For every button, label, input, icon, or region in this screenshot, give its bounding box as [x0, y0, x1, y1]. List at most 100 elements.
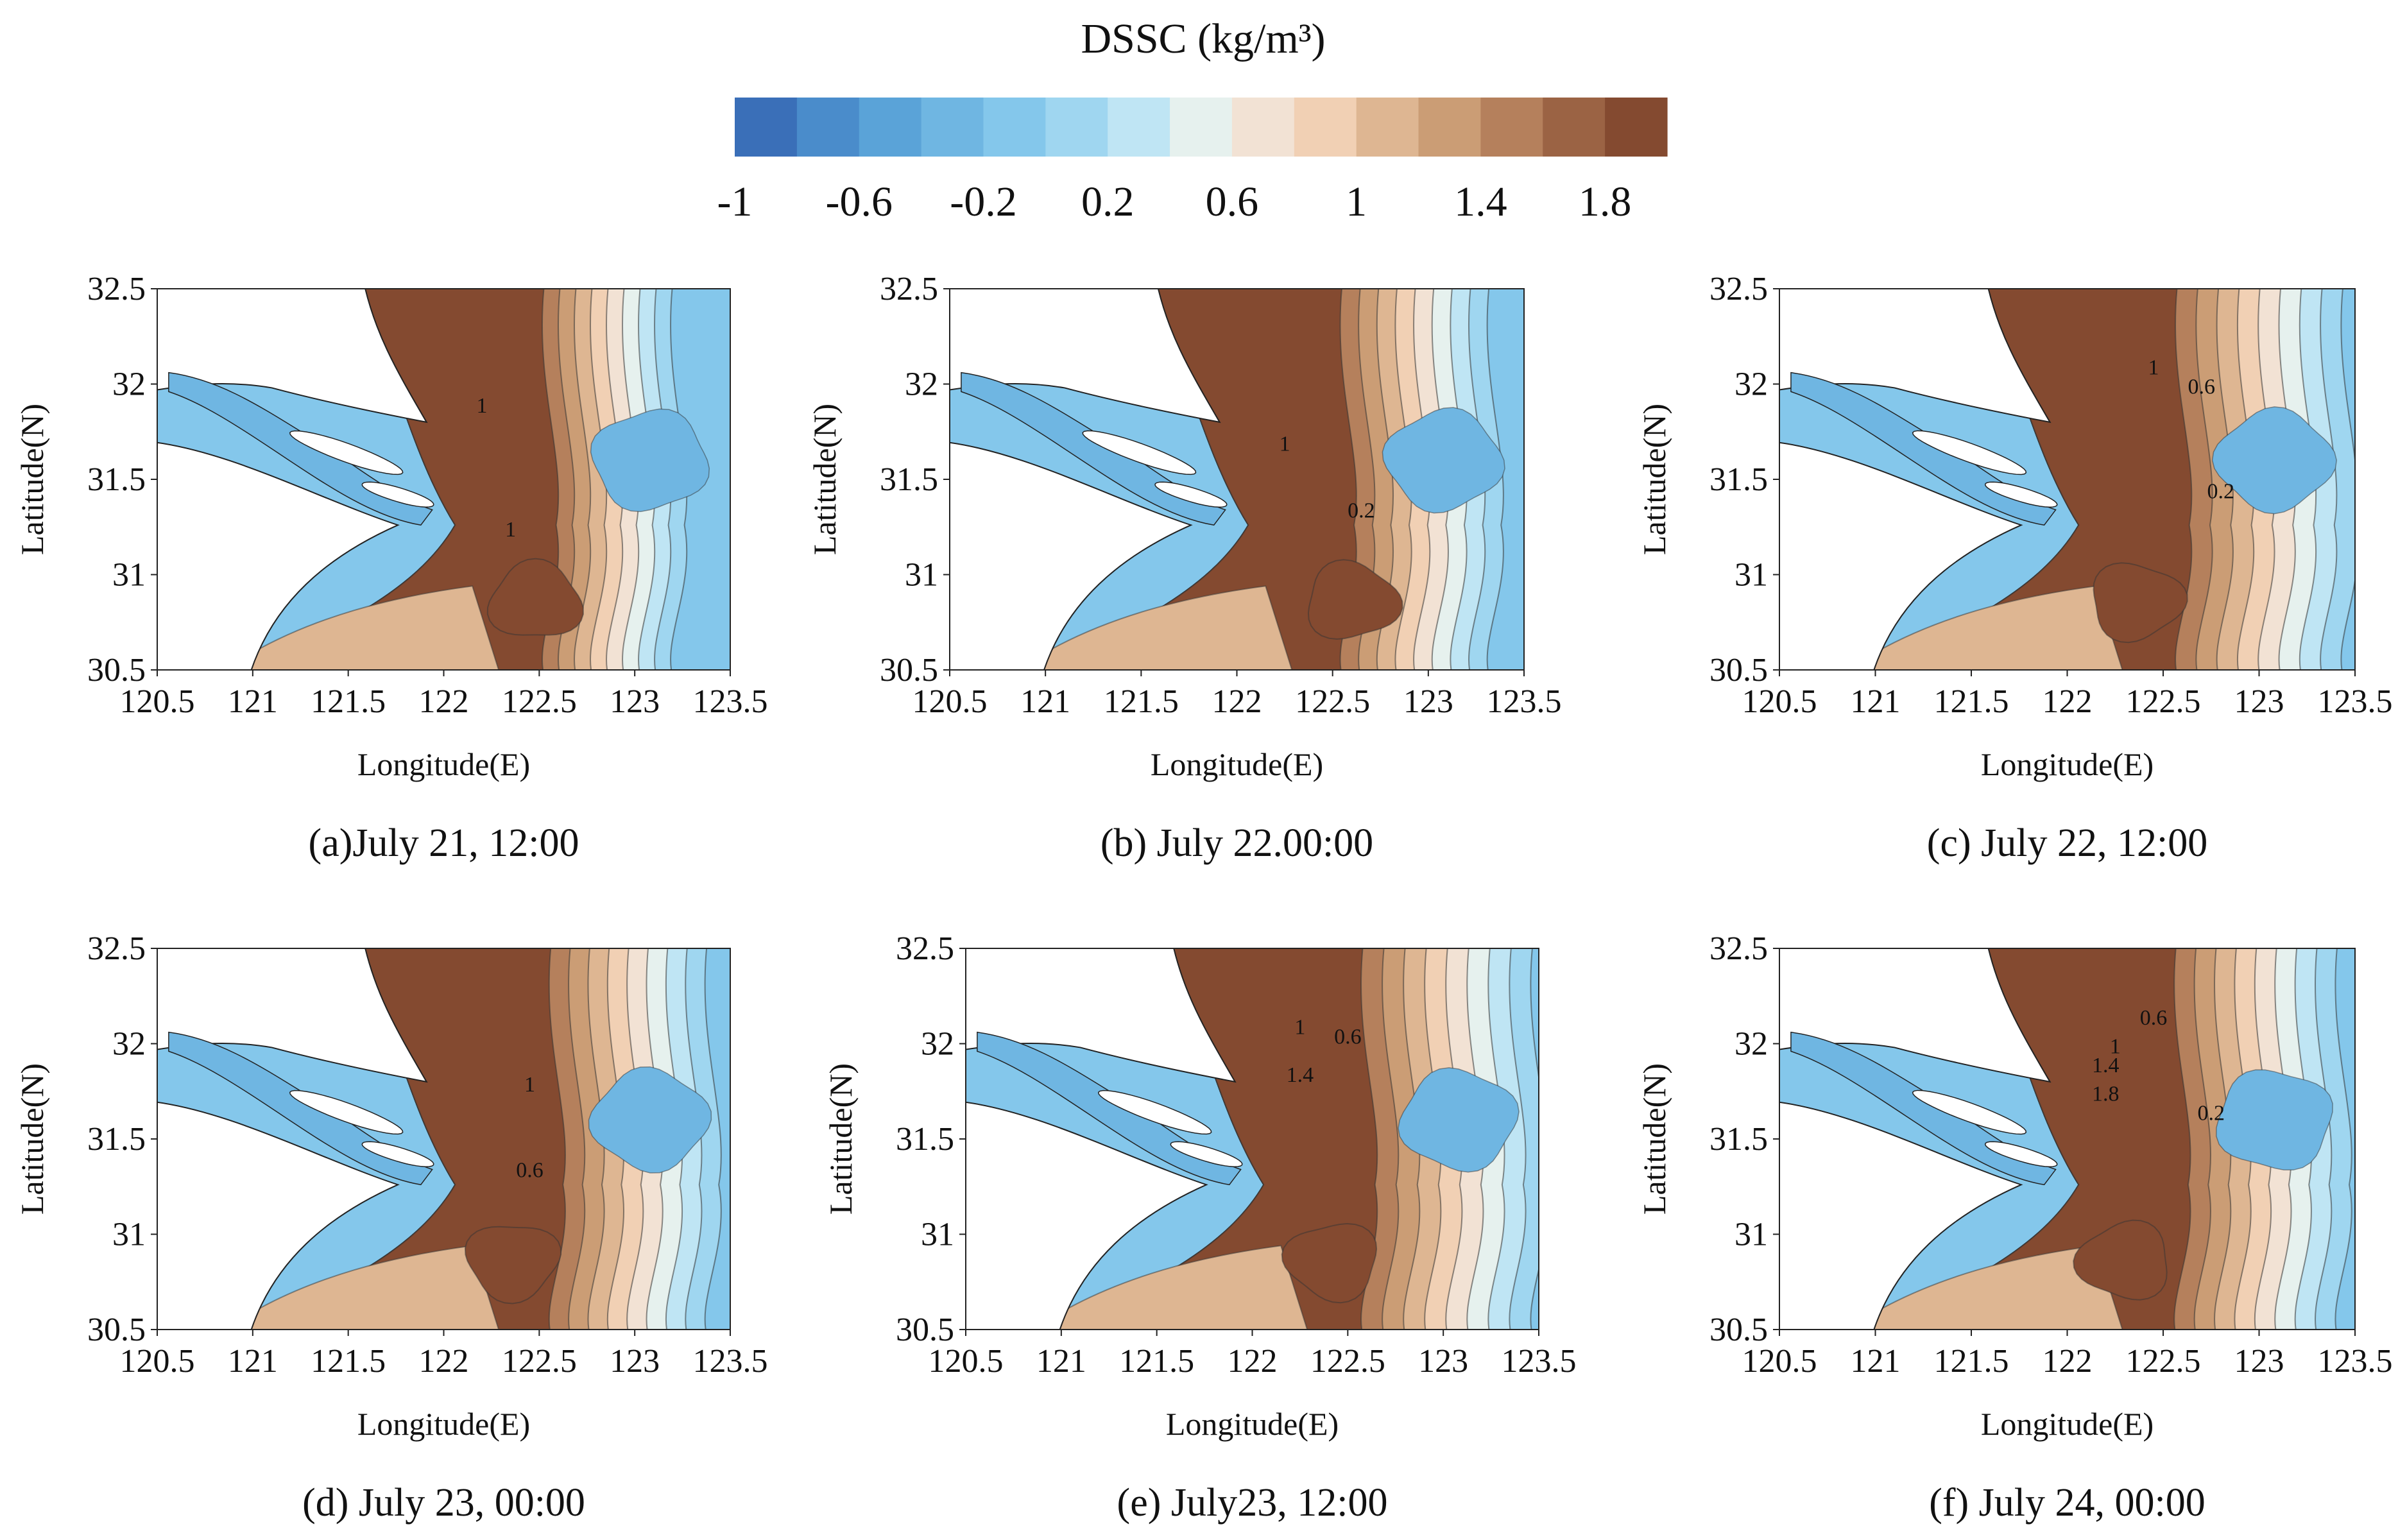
contour-label: 0.6 — [2140, 1006, 2168, 1030]
x-tick-label: 123.5 — [1502, 1343, 1577, 1380]
x-tick-label: 121.5 — [311, 1343, 386, 1380]
colorbar-swatch — [1108, 98, 1170, 157]
x-tick-label: 122 — [2043, 1343, 2093, 1380]
colorbar-swatch — [859, 98, 922, 157]
x-tick-label: 121 — [228, 683, 278, 720]
y-tick-label: 32.5 — [87, 271, 146, 307]
contour-hotspot — [2073, 1219, 2168, 1301]
y-tick-label: 30.5 — [896, 1312, 954, 1348]
colorbar-swatch — [796, 98, 860, 157]
y-tick-label: 31 — [1735, 1217, 1768, 1253]
contour-map-c — [1779, 289, 2355, 670]
x-tick-label: 123 — [1403, 683, 1453, 720]
y-axis-label: Latitude(N) — [14, 1063, 50, 1215]
y-tick-label: 30.5 — [880, 652, 938, 689]
island — [1154, 481, 1228, 508]
colorbar-tick-label: -0.6 — [825, 178, 892, 225]
y-tick-label: 31.5 — [1709, 461, 1768, 498]
contour-band — [241, 289, 560, 670]
x-tick-label: 122.5 — [1310, 1343, 1385, 1380]
y-tick-label: 32 — [112, 1026, 146, 1063]
x-tick-label: 122.5 — [2126, 683, 2201, 720]
panel-d: 1 0.6 120.5 121 121.5 122 122.5 123 123.5 30.5 31 3… — [14, 930, 768, 1525]
land-south — [1779, 441, 2023, 670]
panel-caption: (b) July 22.00:00 — [1101, 821, 1373, 865]
y-tick-label: 30.5 — [87, 652, 146, 689]
contour-label: 0.6 — [516, 1158, 544, 1182]
y-tick-label: 31.5 — [880, 461, 938, 498]
y-tick-label: 32 — [905, 366, 938, 403]
contour-label: 0.2 — [2198, 1101, 2225, 1125]
island — [1984, 1141, 2058, 1167]
y-tick-label: 32.5 — [1709, 271, 1768, 307]
colorbar-swatch — [1418, 98, 1481, 157]
y-axis-label: Latitude(N) — [1636, 1063, 1672, 1215]
x-tick-label: 123 — [2234, 683, 2284, 720]
contour-eddy — [588, 1066, 712, 1174]
island — [1912, 430, 2027, 475]
land-south — [950, 441, 1193, 670]
island — [1170, 1141, 1243, 1167]
colorbar-swatch — [1605, 98, 1668, 157]
x-tick-label: 122 — [1212, 683, 1262, 720]
x-tick-label: 123.5 — [693, 1343, 768, 1380]
y-tick-label: 31.5 — [1709, 1121, 1768, 1158]
contour-eddy — [1382, 407, 1505, 514]
y-tick-label: 31 — [112, 1217, 146, 1253]
x-tick-label: 120.5 — [120, 1343, 195, 1380]
x-tick-label: 120.5 — [120, 683, 195, 720]
x-tick-label: 121 — [1020, 683, 1070, 720]
x-tick-label: 121.5 — [1934, 683, 2009, 720]
x-tick-label: 123.5 — [2318, 1343, 2393, 1380]
island — [1912, 1090, 2027, 1135]
colorbar-tick-label: 1.4 — [1454, 178, 1507, 225]
y-axis-label: Latitude(N) — [1636, 404, 1672, 555]
colorbar-tick-label: -1 — [717, 178, 753, 225]
x-tick-label: 121.5 — [1119, 1343, 1194, 1380]
y-axis-label: Latitude(N) — [14, 404, 50, 555]
x-axis-label: Longitude(E) — [1151, 746, 1323, 782]
x-tick-label: 120.5 — [912, 683, 988, 720]
contour-hotspot — [2093, 562, 2188, 644]
y-tick-label: 32 — [921, 1026, 954, 1063]
contour-label: 1.8 — [2092, 1082, 2120, 1106]
contour-map-b — [950, 289, 1524, 670]
x-tick-label: 123.5 — [693, 683, 768, 720]
land-south — [157, 1101, 400, 1330]
colorbar-tick-label: 0.6 — [1206, 178, 1259, 225]
x-tick-label: 121 — [228, 1343, 278, 1380]
contour-band — [1050, 948, 1378, 1330]
colorbar-tick-label: 1 — [1346, 178, 1367, 225]
panel-e: 1 0.6 1.4 120.5 121 121.5 122 122.5 123 123.5 30.5… — [823, 930, 1577, 1525]
x-tick-label: 122.5 — [502, 683, 577, 720]
contour-hotspot — [1281, 1222, 1378, 1304]
x-axis-label: Longitude(E) — [357, 746, 530, 782]
contour-label: 1 — [2148, 356, 2159, 380]
panel-caption: (c) July 22, 12:00 — [1927, 821, 2207, 865]
x-tick-label: 121.5 — [1934, 1343, 2009, 1380]
y-tick-label: 31.5 — [87, 1121, 146, 1158]
x-tick-label: 120.5 — [1742, 683, 1817, 720]
x-tick-label: 122 — [419, 1343, 469, 1380]
colorbar-swatch — [1543, 98, 1606, 157]
y-tick-label: 32 — [112, 366, 146, 403]
panel-caption: (d) July 23, 00:00 — [302, 1481, 585, 1525]
y-tick-label: 31 — [112, 557, 146, 594]
x-tick-label: 122 — [2043, 683, 2093, 720]
y-tick-label: 31.5 — [87, 461, 146, 498]
contour-label: 1 — [1280, 432, 1290, 456]
contour-eddy — [590, 408, 710, 512]
x-tick-label: 122 — [1228, 1343, 1278, 1380]
colorbar-tick-label: 1.8 — [1579, 178, 1632, 225]
x-tick-label: 121.5 — [311, 683, 386, 720]
x-tick-label: 123.5 — [2318, 683, 2393, 720]
x-tick-label: 123.5 — [1487, 683, 1562, 720]
colorbar-swatch — [1294, 98, 1357, 157]
colorbar-title: DSSC (kg/m³) — [1081, 15, 1325, 62]
contour-label: 1 — [2110, 1034, 2121, 1058]
island — [289, 430, 404, 475]
contour-label: 1 — [1294, 1016, 1305, 1040]
colorbar-swatch — [1231, 98, 1295, 157]
y-tick-label: 32.5 — [87, 930, 146, 967]
contour-label: 1 — [524, 1073, 535, 1097]
